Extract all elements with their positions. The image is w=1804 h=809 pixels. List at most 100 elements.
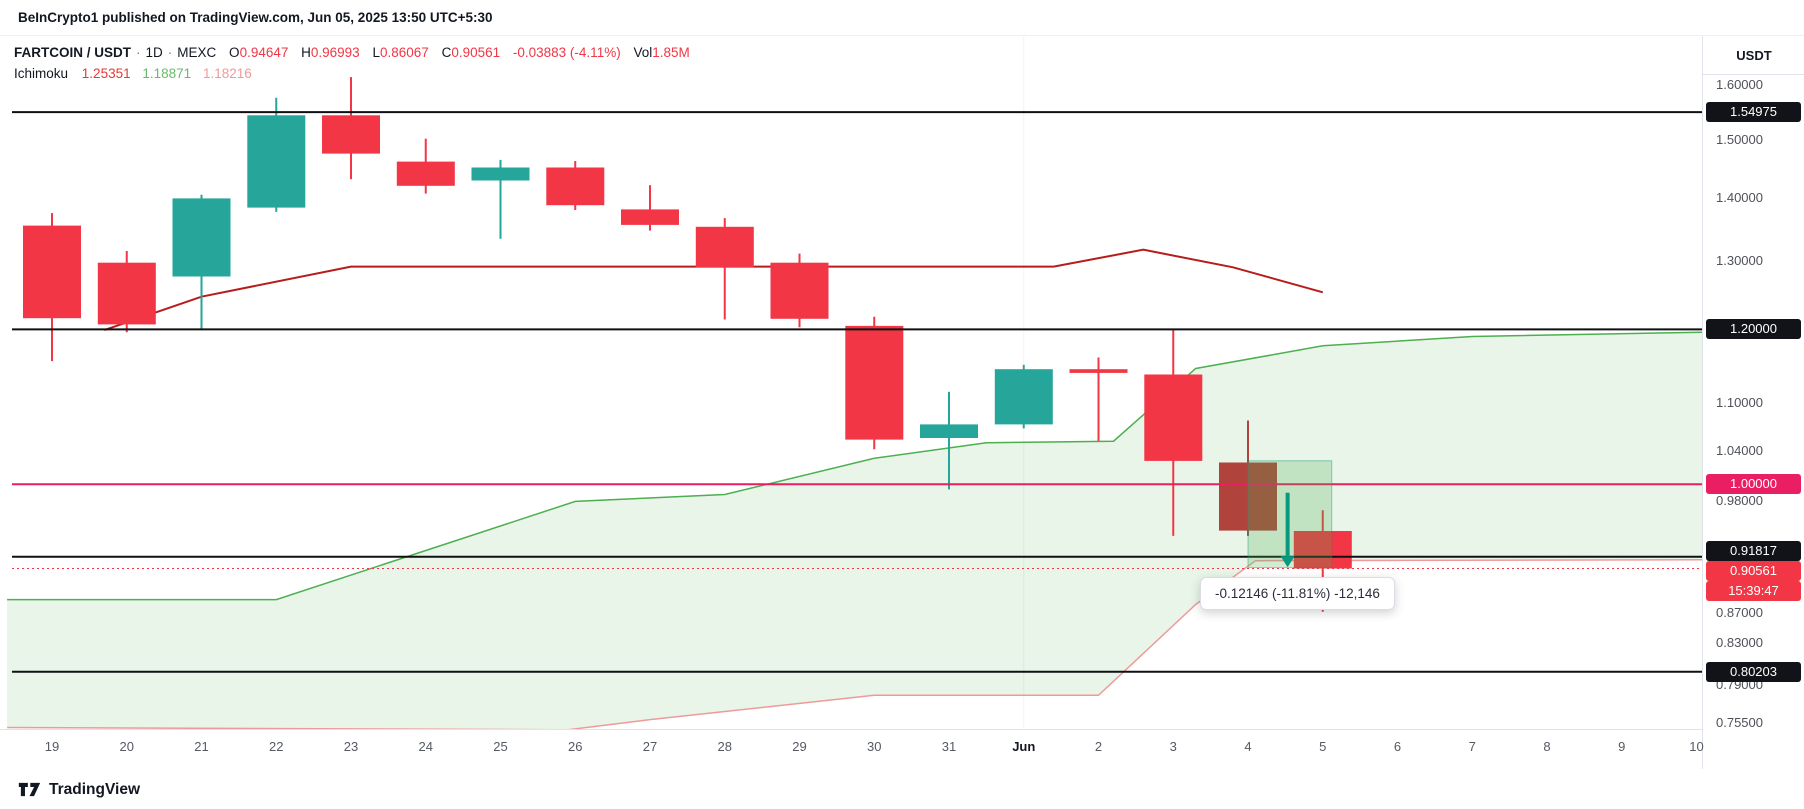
- volume-value: 1.85M: [652, 45, 690, 60]
- volume-label: Vol: [633, 45, 653, 60]
- candle-body-2[interactable]: [1069, 369, 1128, 373]
- measure-highlight[interactable]: [1247, 460, 1333, 569]
- time-label: 25: [493, 739, 508, 754]
- price-tick: 1.40000: [1716, 190, 1763, 206]
- time-label: 19: [44, 739, 60, 754]
- price-tick: 1.50000: [1716, 131, 1763, 147]
- time-label: 22: [269, 739, 284, 754]
- measure-arrow-icon: [1280, 556, 1295, 568]
- price-badge: 1.20000: [1706, 319, 1801, 340]
- candle-body-24[interactable]: [396, 161, 455, 186]
- price-tick: 1.10000: [1716, 395, 1763, 411]
- candle-body-19[interactable]: [23, 225, 81, 319]
- price-axis[interactable]: USDT 1.60000 1.50000 1.40000 1.30000 1.10000…: [1702, 36, 1804, 769]
- ichimoku-base-value: 1.25351: [81, 66, 131, 81]
- ichimoku-cloud: [7, 332, 1702, 729]
- close-label: C: [441, 45, 452, 60]
- interval-label[interactable]: 1D: [145, 45, 163, 60]
- price-badge: 0.90561: [1706, 561, 1801, 582]
- price-tick: 1.60000: [1716, 77, 1763, 92]
- time-axis[interactable]: 19 20 21 22 23 24 25 26 27 28 29 30 31 Jun 2 3 4 5 6 7 8 9 10: [0, 729, 1704, 770]
- separator: ·: [167, 45, 173, 60]
- tradingview-logo-icon[interactable]: [18, 780, 41, 799]
- time-label: 23: [343, 739, 359, 754]
- ichimoku-lead-a-line: [7, 331, 1702, 601]
- time-label: 3: [1169, 739, 1177, 754]
- measure-tooltip-text: -0.12146 (-11.81%) -12,146: [1215, 586, 1380, 601]
- price-tick: 0.87000: [1716, 604, 1763, 620]
- price-axis-labels: 1.60000 1.50000 1.40000 1.30000 1.10000 1.040…: [1703, 36, 1804, 769]
- low-label: L: [372, 45, 380, 60]
- price-chart[interactable]: [0, 36, 1702, 729]
- candle-body-21[interactable]: [172, 198, 231, 277]
- exchange-label: MEXC: [177, 45, 217, 60]
- candle-body-27[interactable]: [621, 209, 679, 225]
- time-label: 7: [1468, 739, 1476, 754]
- time-label: 21: [194, 739, 209, 754]
- price-badge: 1.00000: [1706, 474, 1801, 495]
- chart-container[interactable]: FARTCOIN / USDT · 1D · MEXC O0.94647 H0.9699…: [0, 35, 1804, 809]
- change-value: -0.03883 (-4.11%): [512, 45, 621, 60]
- chart-legend: FARTCOIN / USDT · 1D · MEXC O0.94647 H0.9699…: [14, 42, 690, 84]
- time-label: 31: [941, 739, 957, 754]
- time-label: 28: [717, 739, 732, 754]
- time-label: 8: [1543, 739, 1551, 754]
- time-label: 9: [1618, 739, 1626, 754]
- ichimoku-lead-b-value: 1.18216: [202, 66, 252, 81]
- time-label: 24: [418, 739, 433, 754]
- symbol-title[interactable]: FARTCOIN / USDT: [14, 45, 131, 60]
- high-label: H: [301, 45, 311, 60]
- price-badge: 1.54975: [1706, 102, 1801, 123]
- candle-body-26[interactable]: [546, 167, 605, 206]
- attribution-bar: BeInCrypto1 published on TradingView.com…: [0, 0, 1804, 35]
- time-label: 4: [1244, 739, 1252, 754]
- indicator-row[interactable]: Ichimoku 1.25351 1.18871 1.18216: [14, 63, 690, 84]
- candle-body-22[interactable]: [247, 115, 306, 208]
- candle-body-23[interactable]: [322, 115, 380, 154]
- price-badge: 0.80203: [1706, 661, 1801, 682]
- measure-tooltip: -0.12146 (-11.81%) -12,146: [1200, 577, 1395, 610]
- high-value: 0.96993: [310, 45, 360, 60]
- time-label: 2: [1094, 739, 1103, 754]
- price-tick: 1.30000: [1716, 253, 1763, 269]
- price-tick: 1.04000: [1716, 442, 1763, 458]
- candle-body-30[interactable]: [845, 325, 904, 440]
- candle-body-29[interactable]: [770, 262, 829, 319]
- ichimoku-lead-b-line: [7, 558, 1702, 729]
- candle-body-31[interactable]: [920, 424, 978, 438]
- ichimoku-lead-a-value: 1.18871: [142, 66, 192, 81]
- time-label: 5: [1319, 739, 1327, 754]
- price-badge: 15:39:47: [1706, 581, 1801, 602]
- price-tick: 0.83000: [1716, 634, 1763, 650]
- time-label: 29: [792, 739, 807, 754]
- time-label: 20: [119, 739, 134, 754]
- open-value: 0.94647: [239, 45, 289, 60]
- price-tick: 0.75500: [1716, 715, 1763, 730]
- attribution-text: BeInCrypto1 published on TradingView.com…: [18, 10, 493, 25]
- candle-body-Jun[interactable]: [994, 369, 1053, 425]
- time-label: 10: [1689, 739, 1704, 754]
- price-tick: 0.98000: [1716, 493, 1763, 509]
- candle-body-3[interactable]: [1144, 374, 1203, 461]
- open-label: O: [229, 45, 240, 60]
- candle-body-28[interactable]: [695, 226, 754, 268]
- low-value: 0.86067: [379, 45, 429, 60]
- symbol-row[interactable]: FARTCOIN / USDT · 1D · MEXC O0.94647 H0.9699…: [14, 42, 690, 63]
- time-label: Jun: [1012, 739, 1036, 754]
- candle-body-25[interactable]: [471, 167, 530, 181]
- separator: ·: [136, 45, 141, 60]
- close-value: 0.90561: [451, 45, 501, 60]
- time-label: 30: [867, 739, 882, 754]
- candle-body-4[interactable]: [1219, 462, 1277, 531]
- footer: TradingView: [0, 769, 1804, 809]
- indicator-name[interactable]: Ichimoku: [14, 66, 69, 81]
- time-label: 6: [1393, 739, 1402, 754]
- tradingview-wordmark[interactable]: TradingView: [49, 780, 141, 798]
- candle-body-5[interactable]: [1293, 531, 1352, 569]
- candle-body-20[interactable]: [97, 262, 156, 325]
- time-label: 27: [642, 739, 658, 754]
- currency-button[interactable]: USDT: [1703, 36, 1804, 75]
- time-label: 26: [568, 739, 583, 754]
- price-badge: 0.91817: [1706, 540, 1801, 561]
